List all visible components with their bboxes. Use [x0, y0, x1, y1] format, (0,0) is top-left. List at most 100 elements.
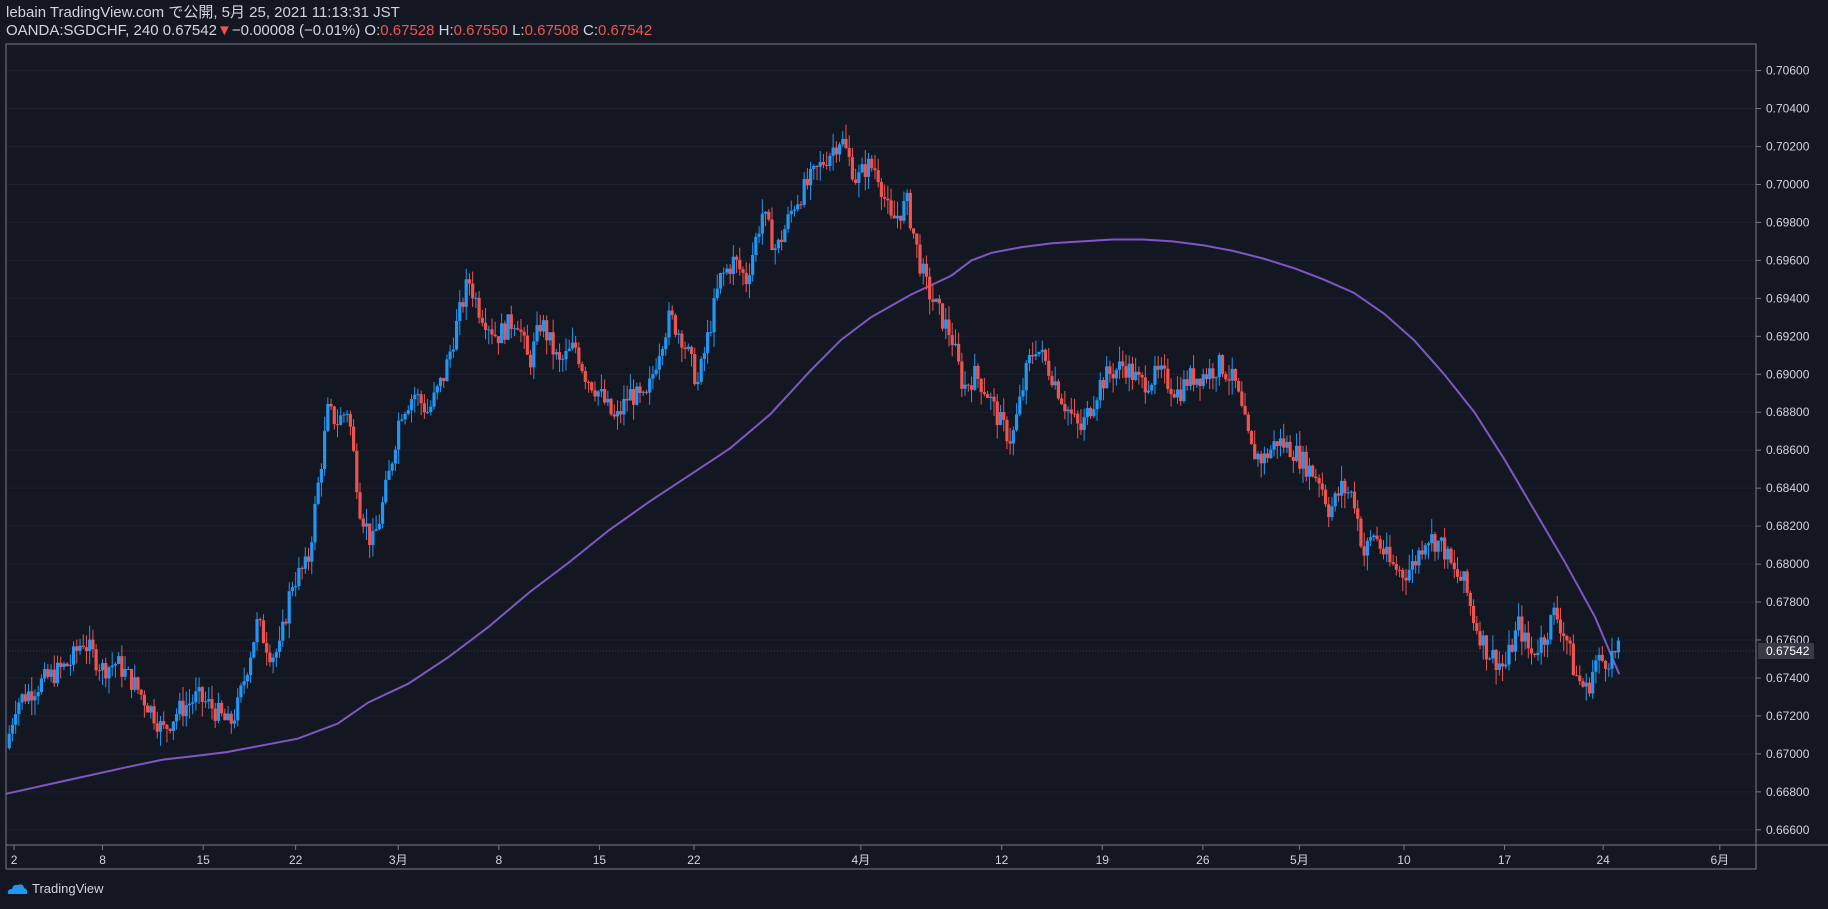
candle	[242, 667, 246, 695]
candle	[1320, 472, 1324, 496]
candle	[429, 400, 433, 416]
candle	[310, 536, 314, 575]
candle	[1368, 529, 1373, 547]
candle	[464, 268, 468, 320]
candle	[1124, 354, 1128, 384]
candle	[46, 664, 50, 680]
candle	[1523, 624, 1527, 650]
y-tick-label: 0.70200	[1766, 139, 1810, 153]
candle	[1574, 665, 1579, 677]
candle	[387, 459, 391, 481]
candle	[236, 688, 240, 727]
candle	[834, 141, 838, 163]
candle	[126, 666, 130, 671]
candle	[261, 614, 266, 644]
candle	[1578, 665, 1582, 685]
candle	[548, 332, 552, 346]
candle	[660, 346, 665, 366]
candle	[181, 687, 185, 727]
candle	[693, 347, 697, 386]
candle	[78, 639, 82, 655]
y-tick-label: 0.67800	[1766, 595, 1810, 609]
candle	[55, 655, 60, 687]
x-tick-label: 22	[289, 853, 303, 867]
candle	[1616, 637, 1621, 659]
candle	[934, 298, 938, 303]
candle	[316, 476, 320, 506]
candle	[1188, 365, 1192, 391]
candle	[1436, 540, 1440, 560]
x-tick-label: 12	[995, 853, 1009, 867]
candle	[23, 684, 27, 704]
candle	[631, 379, 636, 420]
candle	[1278, 428, 1283, 457]
candle	[863, 150, 867, 191]
candle	[979, 377, 983, 405]
candle	[525, 324, 529, 355]
candle	[184, 691, 188, 727]
candle	[1249, 430, 1254, 445]
candle	[268, 644, 272, 667]
candle	[924, 255, 929, 290]
candle	[915, 233, 919, 258]
candle	[171, 721, 175, 740]
x-tick-label: 22	[687, 853, 701, 867]
candle	[1372, 533, 1376, 542]
candle	[1343, 478, 1347, 509]
candle	[535, 311, 539, 345]
last-price: 0.67542	[162, 22, 217, 39]
footer-brand[interactable]: TradingView	[6, 881, 104, 896]
candle	[1014, 403, 1019, 432]
candle	[718, 272, 723, 294]
candle	[52, 655, 56, 687]
candle	[1275, 440, 1279, 459]
candle	[1446, 546, 1450, 569]
candle	[297, 557, 301, 591]
candle	[551, 319, 555, 370]
candle	[680, 330, 684, 362]
candle	[1243, 392, 1247, 415]
y-tick-label: 0.66600	[1766, 823, 1810, 837]
candle	[1069, 397, 1073, 425]
candle	[1211, 362, 1215, 390]
candle	[300, 565, 304, 580]
candle	[1282, 423, 1286, 454]
candle	[323, 416, 327, 476]
footer-brand-label: TradingView	[32, 881, 104, 896]
candle	[538, 314, 542, 336]
candle	[1040, 340, 1044, 363]
candle	[461, 297, 465, 313]
candle	[1150, 383, 1154, 395]
candle	[541, 314, 546, 338]
candle	[1397, 565, 1402, 578]
candle	[1500, 654, 1505, 682]
x-tick-label: 6月	[1710, 853, 1729, 867]
candle	[1175, 376, 1180, 404]
candle	[1246, 411, 1250, 434]
candle	[1288, 435, 1292, 458]
y-tick-label: 0.69000	[1766, 367, 1810, 381]
candle	[1594, 654, 1598, 684]
candle	[384, 470, 388, 505]
candle	[883, 184, 887, 208]
candle	[609, 397, 613, 417]
candle	[1607, 663, 1611, 677]
y-tick-label: 0.69400	[1766, 291, 1810, 305]
candle	[821, 154, 826, 169]
candle	[641, 390, 645, 397]
candle	[191, 694, 195, 715]
candle	[1517, 603, 1521, 637]
candle	[213, 702, 217, 728]
candle	[854, 168, 858, 185]
candle	[1220, 354, 1225, 378]
candle	[265, 631, 269, 666]
candle	[1259, 450, 1263, 478]
candle	[1082, 408, 1086, 441]
x-tick-label: 17	[1498, 853, 1512, 867]
candle	[1031, 342, 1035, 365]
candle	[1340, 465, 1344, 508]
candle	[313, 495, 317, 551]
candle	[351, 419, 356, 453]
candle	[741, 266, 745, 286]
